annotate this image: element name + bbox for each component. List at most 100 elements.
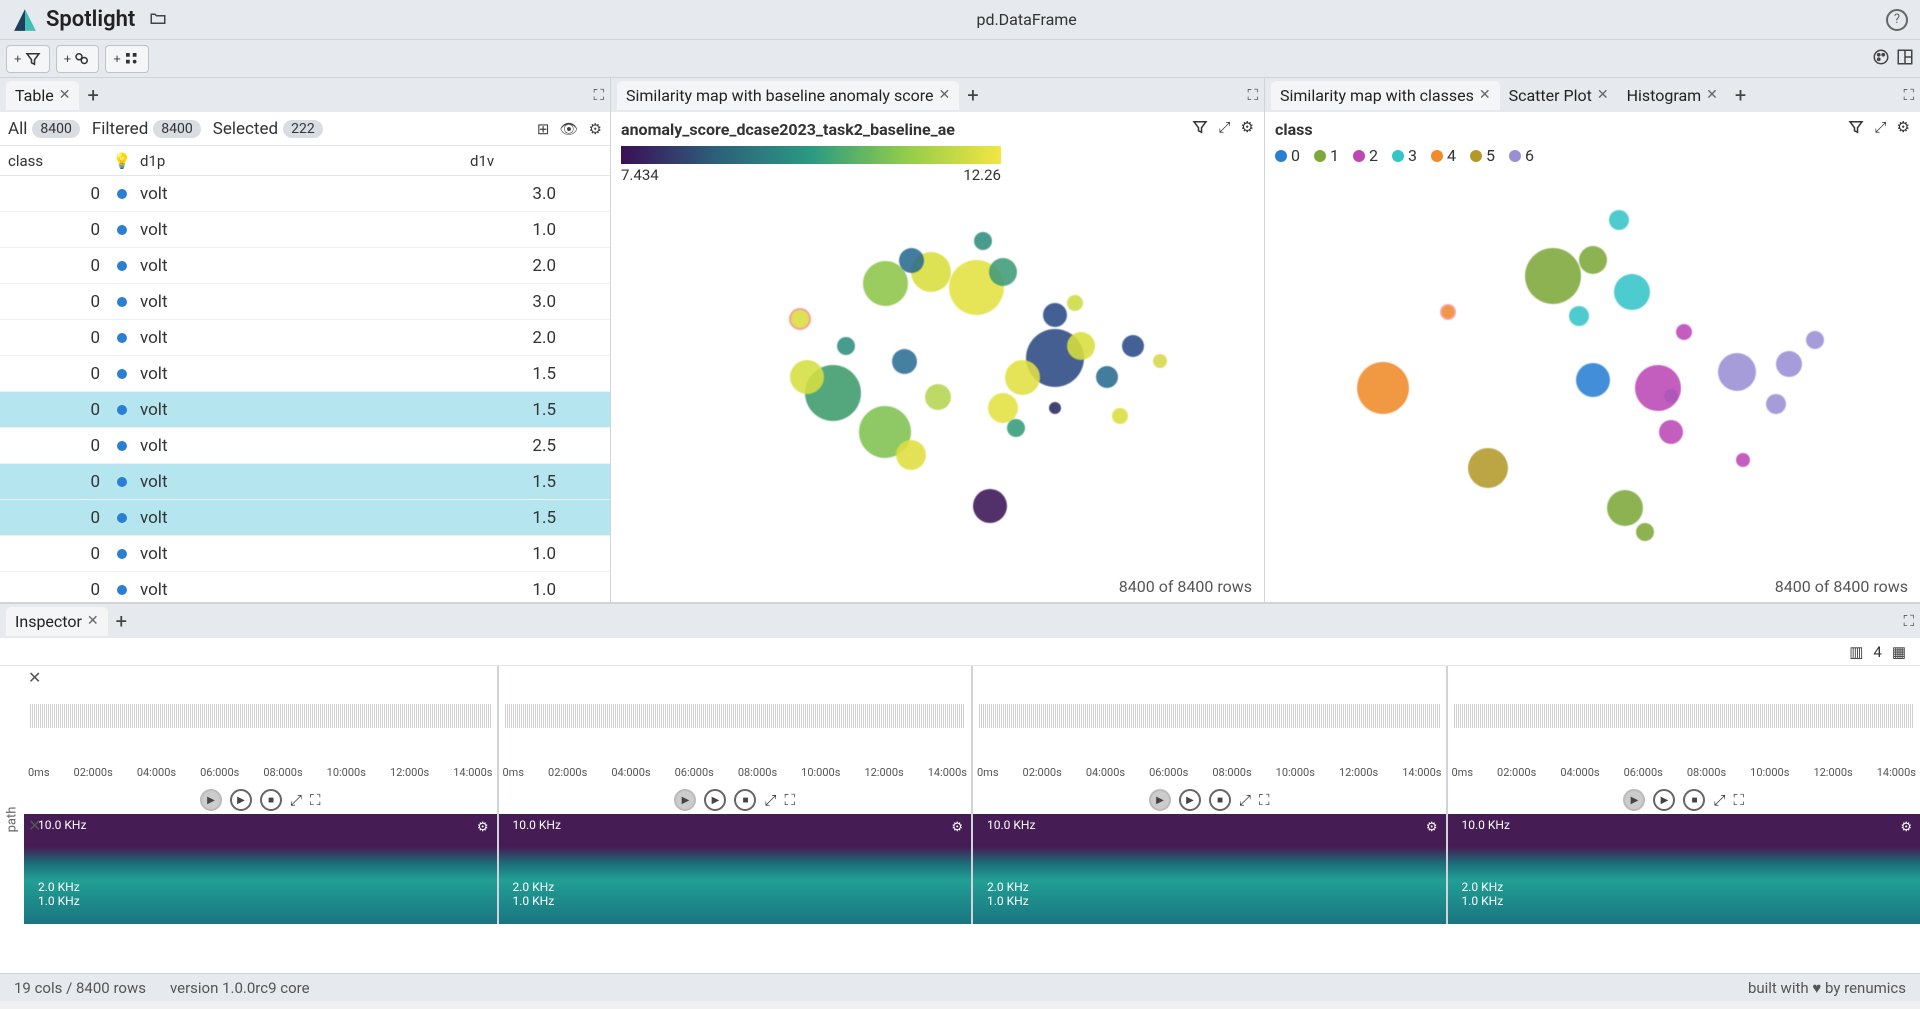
gear-icon[interactable]: ⚙ (1241, 118, 1254, 140)
tab-similarity-anomaly[interactable]: Similarity map with baseline anomaly sco… (617, 81, 959, 110)
expand-icon[interactable]: ⤢ (764, 791, 776, 809)
fullscreen-icon[interactable]: ⛶ (785, 791, 796, 809)
play-icon[interactable]: ▶ (230, 789, 252, 811)
add-filter-button[interactable]: + (6, 45, 50, 73)
add-tab-button[interactable]: + (959, 83, 986, 107)
scatter2-body[interactable]: class ⤢ ⚙ 0123456 8400 of 8400 rows (1265, 112, 1920, 602)
scatter-point[interactable] (974, 232, 992, 250)
close-icon[interactable]: ✕ (87, 613, 99, 629)
tab-similarity-classes[interactable]: Similarity map with classes ✕ (1271, 81, 1500, 110)
stop-icon[interactable]: ■ (260, 789, 282, 811)
scatter-point[interactable] (1736, 453, 1750, 467)
fullscreen-icon[interactable]: ⛶ (1903, 86, 1914, 104)
eye-icon[interactable]: 👁 (560, 120, 579, 138)
filter-icon[interactable] (1191, 118, 1209, 140)
fullscreen-icon[interactable]: ⛶ (1903, 612, 1914, 630)
columns-icon[interactable]: ▥ (1849, 643, 1863, 661)
expand-icon[interactable]: ⤢ (1713, 791, 1725, 809)
spectrogram-cell[interactable]: 10.0 KHz 2.0 KHz 1.0 KHz ⚙ (499, 814, 974, 924)
legend-item[interactable]: 3 (1392, 146, 1417, 165)
spectrogram-cell[interactable]: 10.0 KHz 2.0 KHz 1.0 KHz ⚙ (1448, 814, 1920, 924)
gear-icon[interactable]: ⚙ (1426, 820, 1438, 835)
table-row[interactable]: 0volt2.0 (0, 248, 610, 284)
expand-icon[interactable]: ⤢ (1219, 118, 1231, 140)
scatter-point[interactable] (1067, 332, 1095, 360)
scatter-point[interactable] (925, 384, 951, 410)
fullscreen-icon[interactable]: ⛶ (593, 86, 604, 104)
table-row[interactable]: 0volt1.5 (0, 464, 610, 500)
open-folder-icon[interactable] (149, 9, 167, 31)
close-icon[interactable]: ✕ (59, 87, 71, 103)
scatter-point[interactable] (1067, 295, 1083, 311)
scatter-point[interactable] (892, 349, 917, 374)
close-row-icon[interactable]: ✕ (28, 668, 41, 687)
table-row[interactable]: 0volt1.5 (0, 500, 610, 536)
table-row[interactable]: 0volt1.0 (0, 536, 610, 572)
play-icon[interactable]: ▶ (200, 789, 222, 811)
add-tab-button[interactable]: + (79, 83, 106, 107)
col-d1v[interactable]: d1v (464, 152, 610, 170)
gear-icon[interactable]: ⚙ (589, 120, 602, 138)
gear-icon[interactable]: ⚙ (1897, 118, 1910, 140)
scatter-point[interactable] (1659, 420, 1683, 444)
filter-all[interactable]: All 8400 (8, 119, 80, 139)
legend-item[interactable]: 5 (1470, 146, 1495, 165)
scatter1-body[interactable]: anomaly_score_dcase2023_task2_baseline_a… (611, 112, 1264, 602)
stop-icon[interactable]: ■ (734, 789, 756, 811)
table-row[interactable]: 0volt3.0 (0, 176, 610, 212)
gear-icon[interactable]: ⚙ (477, 820, 489, 835)
table-row[interactable]: 0volt1.5 (0, 392, 610, 428)
filter-selected[interactable]: Selected 222 (213, 119, 323, 139)
stop-icon[interactable]: ■ (1683, 789, 1705, 811)
filter-icon[interactable] (1847, 118, 1865, 140)
col-d1p[interactable]: d1p (134, 152, 464, 170)
help-icon[interactable]: ? (1886, 9, 1908, 31)
scatter-point[interactable] (989, 258, 1017, 286)
scatter-point[interactable] (1676, 324, 1692, 340)
table-row[interactable]: 0volt2.5 (0, 428, 610, 464)
spectrogram-cell[interactable]: 10.0 KHz 2.0 KHz 1.0 KHz ⚙ (24, 814, 499, 924)
layout-icon[interactable] (1896, 48, 1914, 70)
scatter-point[interactable] (790, 360, 824, 394)
scatter-point[interactable] (1579, 246, 1607, 274)
legend-item[interactable]: 1 (1314, 146, 1339, 165)
play-icon[interactable]: ▶ (1653, 789, 1675, 811)
palette-icon[interactable] (1872, 48, 1890, 70)
tab-scatter-plot[interactable]: Scatter Plot ✕ (1500, 81, 1618, 110)
table-row[interactable]: 0volt1.0 (0, 572, 610, 602)
scatter-point[interactable] (1122, 335, 1144, 357)
gear-icon[interactable]: ⚙ (1900, 820, 1912, 835)
scatter-point[interactable] (1718, 353, 1756, 391)
scatter-point[interactable] (1576, 363, 1610, 397)
play-icon[interactable]: ▶ (1623, 789, 1645, 811)
table-row[interactable]: 0volt3.0 (0, 284, 610, 320)
table-row[interactable]: 0volt2.0 (0, 320, 610, 356)
legend-item[interactable]: 4 (1431, 146, 1456, 165)
gear-icon[interactable]: ⚙ (951, 820, 963, 835)
add-graph-button[interactable]: + (105, 45, 149, 73)
scatter-point[interactable] (790, 309, 810, 329)
bulb-icon[interactable]: 💡 (110, 152, 134, 170)
scatter-point[interactable] (899, 248, 924, 273)
filter-filtered[interactable]: Filtered 8400 (92, 119, 201, 139)
fullscreen-icon[interactable]: ⛶ (310, 791, 321, 809)
play-icon[interactable]: ▶ (1149, 789, 1171, 811)
waveform-cell[interactable]: 0ms02:000s04:000s06:000s08:000s10:000s12… (24, 666, 499, 814)
tab-table[interactable]: Table ✕ (6, 81, 79, 110)
scatter-point[interactable] (1112, 408, 1128, 424)
scatter-point[interactable] (1043, 303, 1067, 327)
scatter-point[interactable] (1441, 305, 1455, 319)
scatter-point[interactable] (1614, 274, 1650, 310)
close-icon[interactable]: ✕ (938, 87, 950, 103)
play-icon[interactable]: ▶ (704, 789, 726, 811)
scatter-point[interactable] (1096, 366, 1118, 388)
legend-item[interactable]: 2 (1353, 146, 1378, 165)
close-icon[interactable]: ✕ (1479, 87, 1491, 103)
scatter-point[interactable] (1049, 402, 1061, 414)
scatter-point[interactable] (837, 337, 855, 355)
scatter-point[interactable] (1005, 360, 1040, 395)
legend-item[interactable]: 0 (1275, 146, 1300, 165)
expand-icon[interactable]: ⤢ (290, 791, 302, 809)
col-class[interactable]: class (0, 152, 110, 170)
waveform-cell[interactable]: 0ms02:000s04:000s06:000s08:000s10:000s12… (1448, 666, 1920, 814)
